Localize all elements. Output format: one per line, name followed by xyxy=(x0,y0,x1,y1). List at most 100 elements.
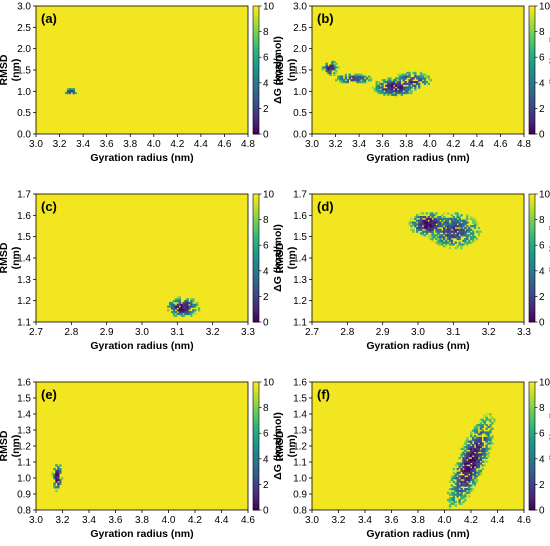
heatmap-cell xyxy=(389,82,392,86)
heatmap-cell xyxy=(471,236,475,239)
x-tick-label: 3.0 xyxy=(29,139,43,150)
heatmap-cell xyxy=(471,241,475,244)
heatmap-cell xyxy=(452,486,456,489)
heatmap-cell xyxy=(446,212,450,215)
heatmap-cell xyxy=(487,447,490,451)
x-tick-label: 2.9 xyxy=(376,327,390,338)
heatmap-cell xyxy=(477,469,481,472)
colorbar-tick-label: 4 xyxy=(539,78,545,89)
colorbar-segment xyxy=(529,76,535,81)
heatmap-cell xyxy=(439,243,442,246)
y-tick-label: 1.0 xyxy=(293,87,307,98)
colorbar-segment xyxy=(529,124,535,129)
heatmap-cell xyxy=(423,80,427,84)
heatmap-cell xyxy=(452,497,456,500)
heatmap-cell xyxy=(186,303,189,306)
heatmap-cell xyxy=(485,416,488,419)
heatmap-cell xyxy=(387,77,390,80)
heatmap-cell xyxy=(468,488,471,491)
heatmap-cell xyxy=(53,467,56,471)
heatmap-cell xyxy=(468,460,471,463)
heatmap-cell xyxy=(379,90,382,93)
heatmap-cell xyxy=(176,296,180,299)
colorbar-segment xyxy=(253,108,259,113)
heatmap-cell xyxy=(491,436,494,440)
heatmap-cell xyxy=(475,453,479,456)
x-tick-label: 4.0 xyxy=(438,515,452,526)
heatmap-cell xyxy=(452,467,456,471)
heatmap-cell xyxy=(331,66,334,69)
heatmap-cell xyxy=(470,215,473,219)
heatmap-cell xyxy=(431,239,434,242)
heatmap-cell xyxy=(475,460,479,463)
y-tick-label: 1.3 xyxy=(17,275,31,286)
heatmap-cell xyxy=(471,469,475,472)
heatmap-cell xyxy=(464,219,467,222)
heatmap-cell xyxy=(470,453,473,456)
heatmap-cell xyxy=(462,458,465,462)
colorbar-segment xyxy=(529,79,535,84)
heatmap-cell xyxy=(350,75,353,78)
heatmap-cell xyxy=(57,477,60,480)
heatmap-cell xyxy=(419,215,423,219)
heatmap-cell xyxy=(174,300,178,303)
heatmap-cell xyxy=(454,500,457,504)
heatmap-cell xyxy=(389,88,392,91)
y-tick-label: 0.5 xyxy=(293,108,307,119)
y-tick-label: 1.0 xyxy=(17,87,31,98)
colorbar-segment xyxy=(253,490,259,495)
x-tick-label: 3.8 xyxy=(411,515,425,526)
colorbar-tick-label: 4 xyxy=(539,266,545,277)
colorbar-frame xyxy=(252,193,260,323)
heatmap-cell xyxy=(489,424,492,427)
colorbar-tick-label: 4 xyxy=(539,454,545,465)
heatmap-cell xyxy=(381,84,384,87)
heatmap-cell xyxy=(192,309,195,312)
y-axis-label: RMSD(nm) xyxy=(0,54,22,85)
heatmap-cell xyxy=(464,221,467,224)
heatmap-cell xyxy=(398,90,402,93)
heatmap-cells xyxy=(408,212,482,250)
heatmap-cell xyxy=(375,82,378,86)
heatmap-cell xyxy=(475,429,479,432)
heatmap-cell xyxy=(489,447,492,451)
heatmap-cell xyxy=(475,458,479,462)
heatmap-cell xyxy=(462,447,465,451)
colorbar-segment xyxy=(529,102,535,106)
colorbar-tick-label: 2 xyxy=(539,104,545,115)
heatmap-cell xyxy=(448,223,452,226)
heatmap-cell xyxy=(448,226,452,230)
heatmap-cell xyxy=(446,232,450,235)
heatmap-cell xyxy=(350,79,353,82)
heatmap-cell xyxy=(406,88,409,91)
heatmap-cell xyxy=(471,234,475,237)
heatmap-cell xyxy=(460,489,463,493)
heatmap-cell xyxy=(68,88,72,91)
heatmap-cell xyxy=(414,215,417,219)
colorbar-segment xyxy=(529,70,535,74)
colorbar-tick-label: 8 xyxy=(263,27,269,38)
heatmap-cell xyxy=(335,71,338,75)
heatmap-cell xyxy=(464,453,467,456)
heatmap-cell xyxy=(489,431,492,434)
heatmap-cell xyxy=(460,223,463,226)
heatmap-cell xyxy=(458,493,461,496)
heatmap-cell xyxy=(466,444,469,447)
heatmap-cell xyxy=(59,469,62,472)
heatmap-cell xyxy=(464,478,467,482)
heatmap-cell xyxy=(354,77,357,80)
heatmap-cell xyxy=(483,438,486,441)
colorbar-segment xyxy=(529,293,535,297)
colorbar-segment xyxy=(253,79,259,84)
heatmap-cell xyxy=(462,484,465,487)
heatmap-cell xyxy=(57,486,60,489)
colorbar-segment xyxy=(529,423,535,428)
heatmap-cell xyxy=(470,478,473,482)
heatmap-cell xyxy=(416,77,419,80)
heatmap-cell xyxy=(448,225,452,228)
heatmap-cell xyxy=(70,90,74,93)
heatmap-cell xyxy=(192,303,195,306)
colorbar-segment xyxy=(253,219,259,224)
heatmap-cell xyxy=(180,311,183,314)
